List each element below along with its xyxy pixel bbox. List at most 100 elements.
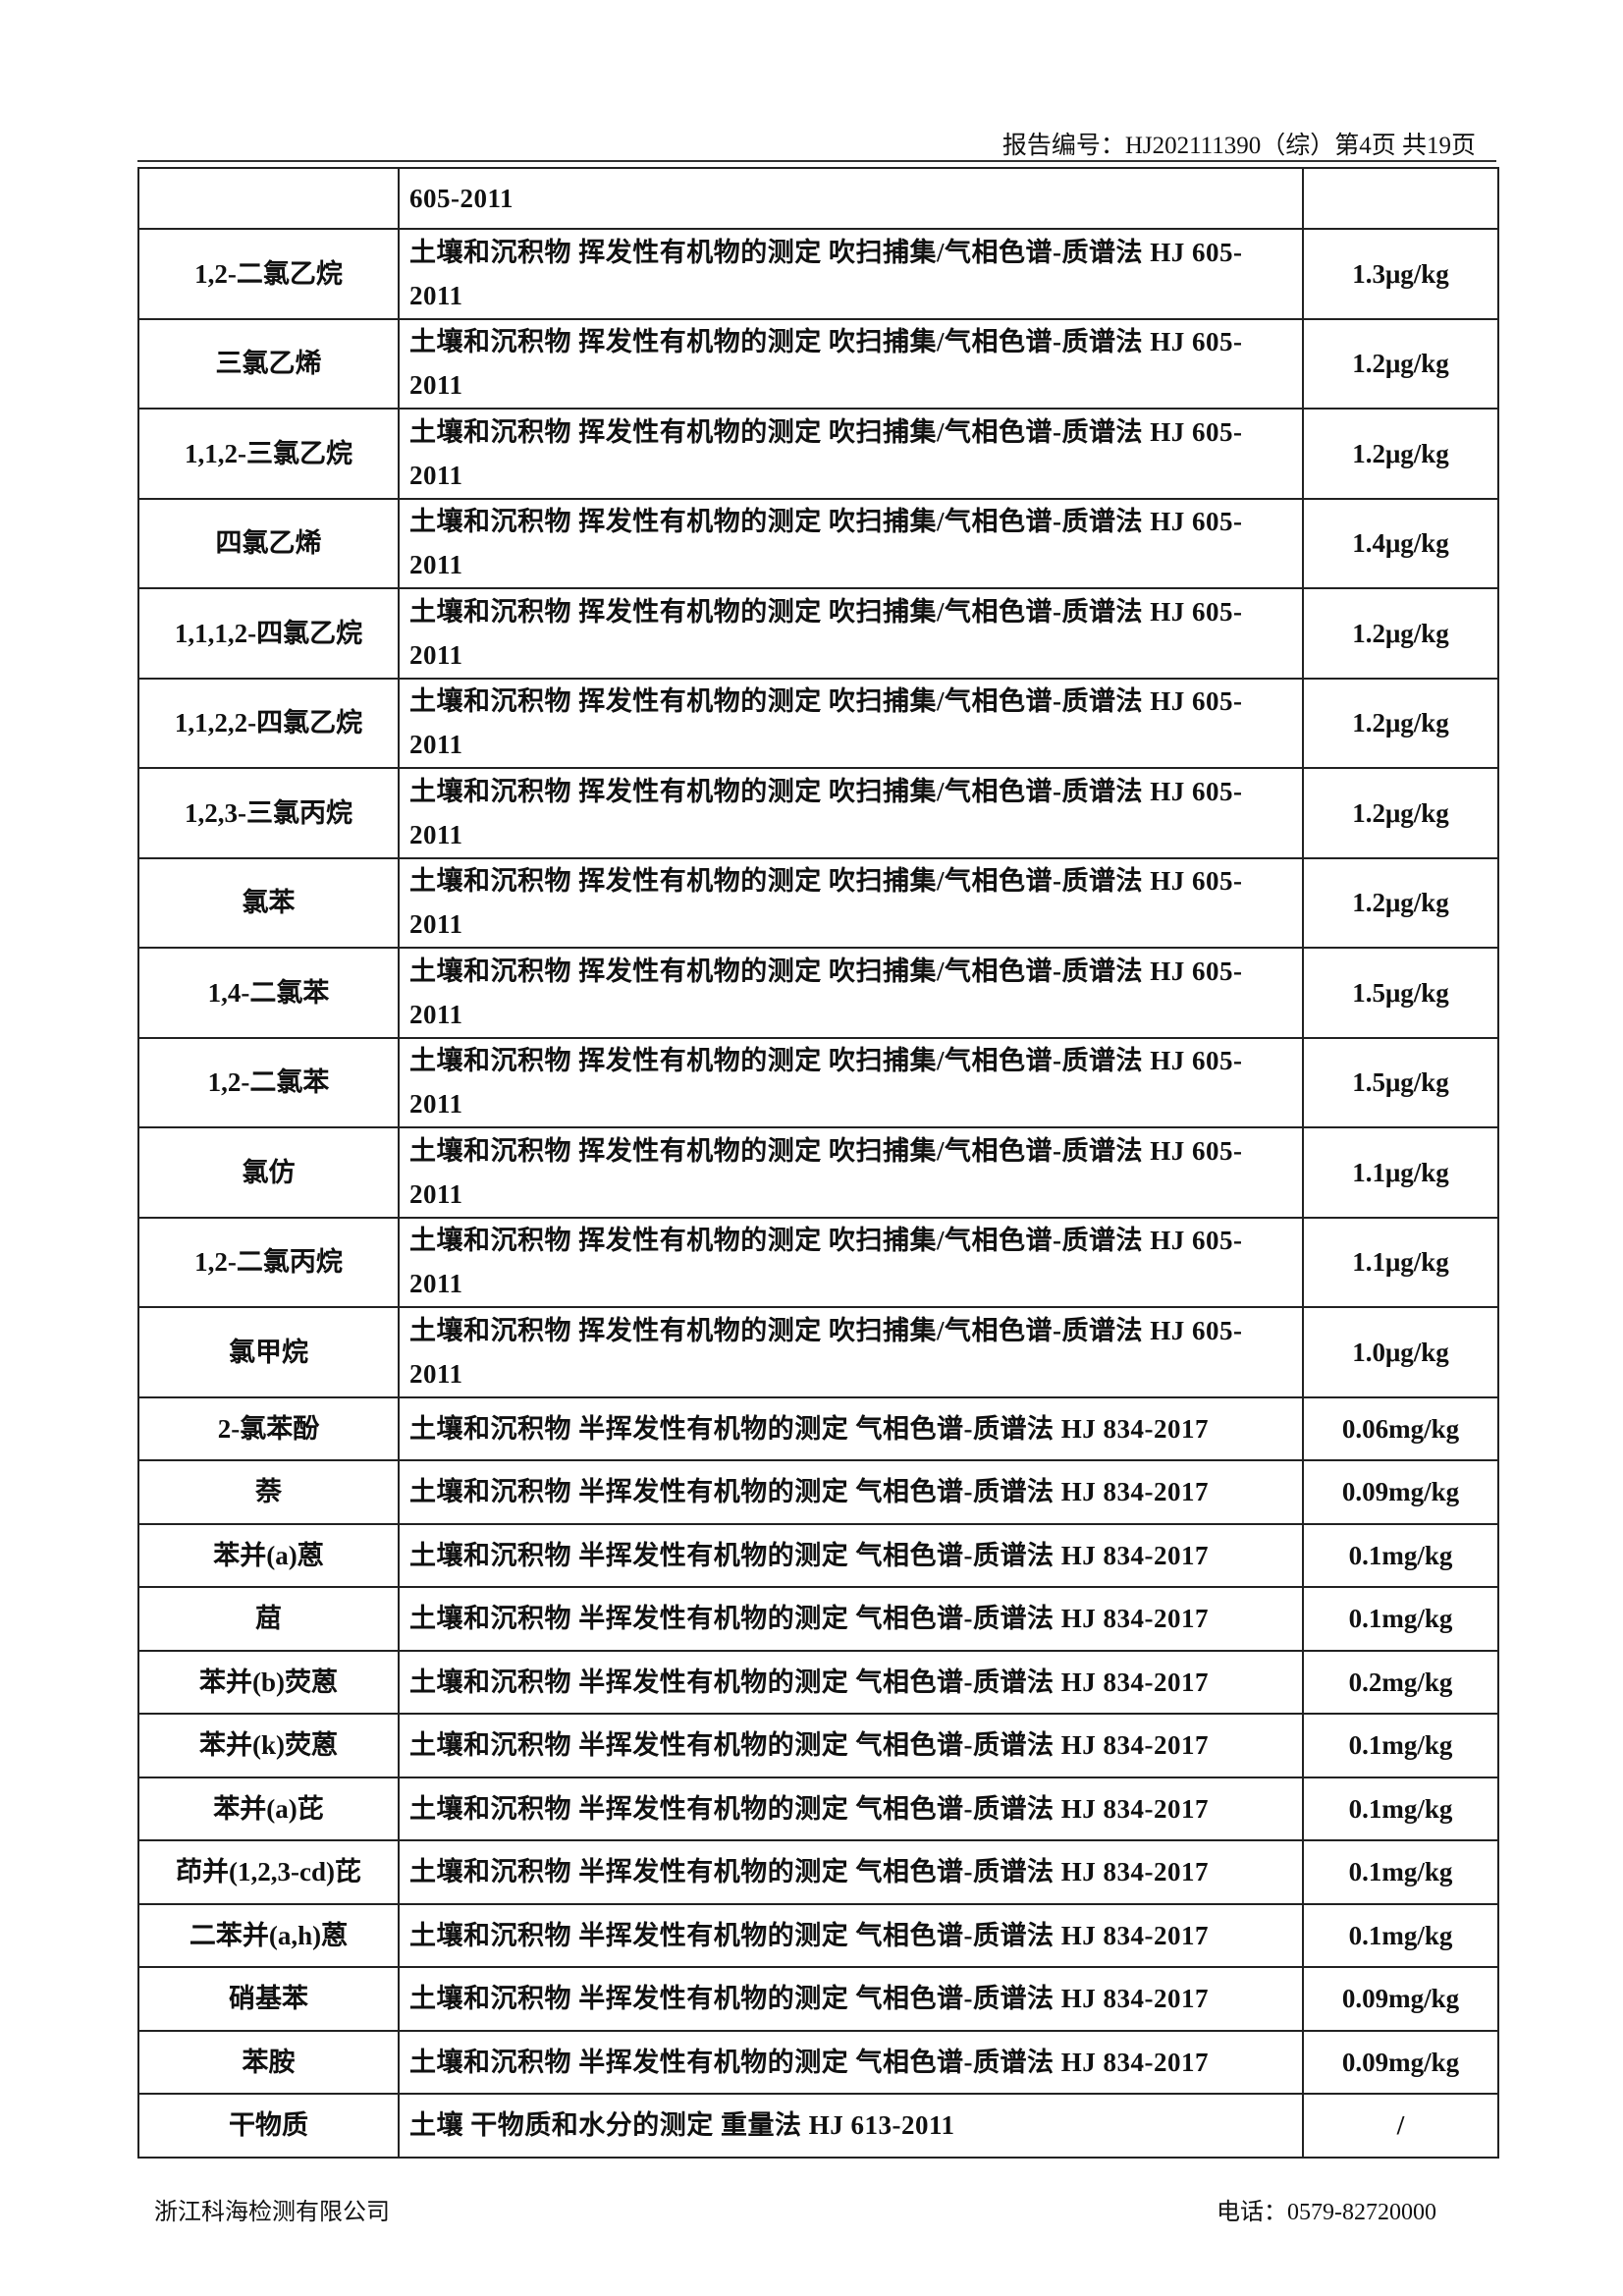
table-row: 1,1,2-三氯乙烷 土壤和沉积物 挥发性有机物的测定 吹扫捕集/气相色谱-质谱法…: [137, 408, 1499, 500]
method: 土壤和沉积物 半挥发性有机物的测定 气相色谱-质谱法 HJ 834-2017: [398, 1522, 1304, 1588]
detection-limit: 1.2μg/kg: [1302, 587, 1499, 680]
method: 土壤和沉积物 半挥发性有机物的测定 气相色谱-质谱法 HJ 834-2017: [398, 1586, 1304, 1652]
method: 土壤和沉积物 半挥发性有机物的测定 气相色谱-质谱法 HJ 834-2017: [398, 2029, 1304, 2095]
method: 土壤和沉积物 挥发性有机物的测定 吹扫捕集/气相色谱-质谱法 HJ 605-20…: [398, 408, 1304, 500]
method: 土壤和沉积物 半挥发性有机物的测定 气相色谱-质谱法 HJ 834-2017: [398, 1395, 1304, 1461]
table-row: 硝基苯 土壤和沉积物 半挥发性有机物的测定 气相色谱-质谱法 HJ 834-201…: [137, 1966, 1499, 2032]
substance: [137, 167, 400, 230]
detection-limit: 0.1mg/kg: [1302, 1713, 1499, 1778]
table-row: 苯胺 土壤和沉积物 半挥发性有机物的测定 气相色谱-质谱法 HJ 834-2017…: [137, 2029, 1499, 2095]
substance: 1,1,1,2-四氯乙烷: [137, 587, 400, 680]
substance: 萘: [137, 1459, 400, 1525]
detection-limit: 0.09mg/kg: [1302, 1459, 1499, 1525]
table-row: 1,1,2,2-四氯乙烷 土壤和沉积物 挥发性有机物的测定 吹扫捕集/气相色谱-质…: [137, 677, 1499, 769]
method: 土壤和沉积物 挥发性有机物的测定 吹扫捕集/气相色谱-质谱法 HJ 605-20…: [398, 317, 1304, 410]
substance: 苯并(a)蒽: [137, 1522, 400, 1588]
detection-limit: 1.2μg/kg: [1302, 408, 1499, 500]
detection-limit: 0.1mg/kg: [1302, 1522, 1499, 1588]
detection-limit: 1.4μg/kg: [1302, 497, 1499, 589]
method: 土壤和沉积物 挥发性有机物的测定 吹扫捕集/气相色谱-质谱法 HJ 605-20…: [398, 228, 1304, 320]
detection-limit: 0.09mg/kg: [1302, 1966, 1499, 2032]
method: 605-2011: [398, 167, 1304, 230]
table-row: 氯甲烷 土壤和沉积物 挥发性有机物的测定 吹扫捕集/气相色谱-质谱法 HJ 605…: [137, 1306, 1499, 1398]
detection-limit: 1.5μg/kg: [1302, 1036, 1499, 1128]
detection-limit: 0.09mg/kg: [1302, 2029, 1499, 2095]
substance: 1,2,3-三氯丙烷: [137, 767, 400, 859]
substance: 苯并(a)芘: [137, 1776, 400, 1841]
substance: 1,2-二氯乙烷: [137, 228, 400, 320]
method: 土壤和沉积物 挥发性有机物的测定 吹扫捕集/气相色谱-质谱法 HJ 605-20…: [398, 1306, 1304, 1398]
table-row: 1,2,3-三氯丙烷 土壤和沉积物 挥发性有机物的测定 吹扫捕集/气相色谱-质谱法…: [137, 767, 1499, 859]
method: 土壤和沉积物 半挥发性有机物的测定 气相色谱-质谱法 HJ 834-2017: [398, 1713, 1304, 1778]
table-row: 䓛土壤和沉积物 半挥发性有机物的测定 气相色谱-质谱法 HJ 834-2017 0…: [137, 1586, 1499, 1652]
table-row: 萘土壤和沉积物 半挥发性有机物的测定 气相色谱-质谱法 HJ 834-2017 0…: [137, 1459, 1499, 1525]
detection-limit: 0.06mg/kg: [1302, 1395, 1499, 1461]
substance: 茚并(1,2,3-cd)芘: [137, 1839, 400, 1905]
detection-limit: 0.1mg/kg: [1302, 1839, 1499, 1905]
detection-limit: 1.1μg/kg: [1302, 1126, 1499, 1219]
method: 土壤和沉积物 挥发性有机物的测定 吹扫捕集/气相色谱-质谱法 HJ 605-20…: [398, 1036, 1304, 1128]
table-row: 1,4-二氯苯 土壤和沉积物 挥发性有机物的测定 吹扫捕集/气相色谱-质谱法 HJ…: [137, 947, 1499, 1039]
table-row: 苯并(b)荧蒽 土壤和沉积物 半挥发性有机物的测定 气相色谱-质谱法 HJ 834…: [137, 1649, 1499, 1715]
table-row: 605-2011: [137, 167, 1499, 230]
substance: 1,4-二氯苯: [137, 947, 400, 1039]
substance: 䓛: [137, 1586, 400, 1652]
table-row: 1,2-二氯苯 土壤和沉积物 挥发性有机物的测定 吹扫捕集/气相色谱-质谱法 HJ…: [137, 1036, 1499, 1128]
substance: 干物质: [137, 2093, 400, 2159]
substance: 苯并(b)荧蒽: [137, 1649, 400, 1715]
table-row: 干物质 土壤 干物质和水分的测定 重量法 HJ 613-2011/: [137, 2093, 1499, 2159]
detection-limit: 1.2μg/kg: [1302, 856, 1499, 949]
detection-limit: 0.2mg/kg: [1302, 1649, 1499, 1715]
substance: 氯甲烷: [137, 1306, 400, 1398]
detection-limit: 1.0μg/kg: [1302, 1306, 1499, 1398]
method: 土壤和沉积物 半挥发性有机物的测定 气相色谱-质谱法 HJ 834-2017: [398, 1839, 1304, 1905]
method: 土壤和沉积物 挥发性有机物的测定 吹扫捕集/气相色谱-质谱法 HJ 605-20…: [398, 587, 1304, 680]
detection-limit: 1.2μg/kg: [1302, 317, 1499, 410]
table-row: 氯仿 土壤和沉积物 挥发性有机物的测定 吹扫捕集/气相色谱-质谱法 HJ 605-…: [137, 1126, 1499, 1219]
substance: 1,2-二氯丙烷: [137, 1216, 400, 1308]
table-row: 1,2-二氯乙烷 土壤和沉积物 挥发性有机物的测定 吹扫捕集/气相色谱-质谱法 H…: [137, 228, 1499, 320]
substance: 硝基苯: [137, 1966, 400, 2032]
method: 土壤和沉积物 半挥发性有机物的测定 气相色谱-质谱法 HJ 834-2017: [398, 1902, 1304, 1968]
detection-limit: 1.2μg/kg: [1302, 767, 1499, 859]
method: 土壤和沉积物 挥发性有机物的测定 吹扫捕集/气相色谱-质谱法 HJ 605-20…: [398, 856, 1304, 949]
phone: 电话：0579-82720000: [1217, 2200, 1436, 2225]
table-row: 茚并(1,2,3-cd)芘 土壤和沉积物 半挥发性有机物的测定 气相色谱-质谱法 …: [137, 1839, 1499, 1905]
method: 土壤和沉积物 挥发性有机物的测定 吹扫捕集/气相色谱-质谱法 HJ 605-20…: [398, 1126, 1304, 1219]
substance: 苯并(k)荧蒽: [137, 1713, 400, 1778]
substance: 1,1,2-三氯乙烷: [137, 408, 400, 500]
detection-limit: 1.2μg/kg: [1302, 677, 1499, 769]
method: 土壤和沉积物 挥发性有机物的测定 吹扫捕集/气相色谱-质谱法 HJ 605-20…: [398, 497, 1304, 589]
detection-limit: 1.3μg/kg: [1302, 228, 1499, 320]
table-row: 1,1,1,2-四氯乙烷 土壤和沉积物 挥发性有机物的测定 吹扫捕集/气相色谱-质…: [137, 587, 1499, 680]
method: 土壤和沉积物 挥发性有机物的测定 吹扫捕集/气相色谱-质谱法 HJ 605-20…: [398, 947, 1304, 1039]
substance: 四氯乙烯: [137, 497, 400, 589]
company: 浙江科海检测有限公司: [154, 2200, 390, 2225]
detection-limit: 0.1mg/kg: [1302, 1776, 1499, 1841]
substance: 1,2-二氯苯: [137, 1036, 400, 1128]
substance: 2-氯苯酚: [137, 1395, 400, 1461]
method: 土壤和沉积物 半挥发性有机物的测定 气相色谱-质谱法 HJ 834-2017: [398, 1459, 1304, 1525]
detection-limit: [1302, 167, 1499, 230]
table: 605-2011 1,2-二氯乙烷 土壤和沉积物 挥发性有机物的测定 吹扫捕集/气相…: [137, 167, 1499, 2159]
table-row: 四氯乙烯 土壤和沉积物 挥发性有机物的测定 吹扫捕集/气相色谱-质谱法 HJ 60…: [137, 497, 1499, 589]
detection-limit: 0.1mg/kg: [1302, 1586, 1499, 1652]
table-row: 1,2-二氯丙烷 土壤和沉积物 挥发性有机物的测定 吹扫捕集/气相色谱-质谱法 H…: [137, 1216, 1499, 1308]
method: 土壤和沉积物 挥发性有机物的测定 吹扫捕集/气相色谱-质谱法 HJ 605-20…: [398, 677, 1304, 769]
method: 土壤 干物质和水分的测定 重量法 HJ 613-2011: [398, 2093, 1304, 2159]
substance: 1,1,2,2-四氯乙烷: [137, 677, 400, 769]
method: 土壤和沉积物 半挥发性有机物的测定 气相色谱-质谱法 HJ 834-2017: [398, 1966, 1304, 2032]
substance: 氯仿: [137, 1126, 400, 1219]
substance: 苯胺: [137, 2029, 400, 2095]
table-row: 三氯乙烯 土壤和沉积物 挥发性有机物的测定 吹扫捕集/气相色谱-质谱法 HJ 60…: [137, 317, 1499, 410]
table-row: 苯并(a)蒽 土壤和沉积物 半挥发性有机物的测定 气相色谱-质谱法 HJ 834-…: [137, 1522, 1499, 1588]
substance: 三氯乙烯: [137, 317, 400, 410]
method: 土壤和沉积物 挥发性有机物的测定 吹扫捕集/气相色谱-质谱法 HJ 605-20…: [398, 1216, 1304, 1308]
table-row: 二苯并(a,h)蒽 土壤和沉积物 半挥发性有机物的测定 气相色谱-质谱法 HJ 8…: [137, 1902, 1499, 1968]
method: 土壤和沉积物 半挥发性有机物的测定 气相色谱-质谱法 HJ 834-2017: [398, 1776, 1304, 1841]
detection-limit: 0.1mg/kg: [1302, 1902, 1499, 1968]
detection-limit: 1.5μg/kg: [1302, 947, 1499, 1039]
substance: 氯苯: [137, 856, 400, 949]
method: 土壤和沉积物 半挥发性有机物的测定 气相色谱-质谱法 HJ 834-2017: [398, 1649, 1304, 1715]
